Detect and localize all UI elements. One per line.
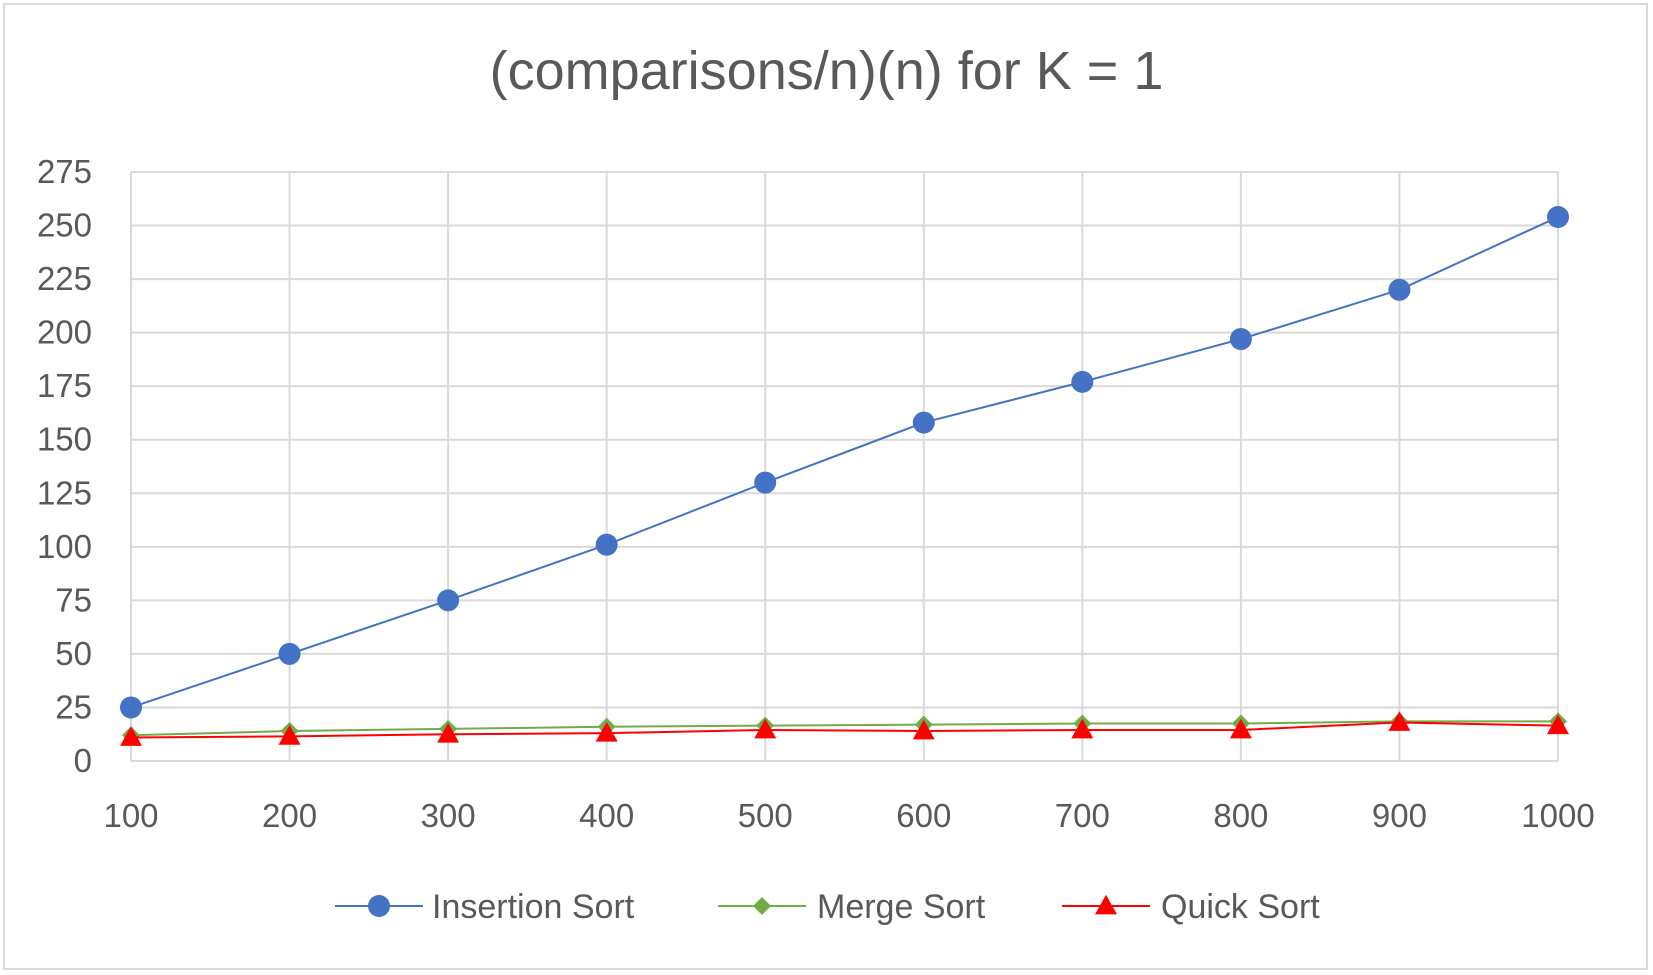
y-tick-label: 50	[55, 635, 92, 672]
data-point	[1229, 328, 1252, 351]
y-tick-label: 175	[37, 367, 92, 404]
chart-frame	[3, 3, 1648, 970]
data-point	[278, 642, 301, 665]
y-tick-label: 75	[55, 581, 92, 618]
y-tick-label: 250	[37, 207, 92, 244]
series-insertion-sort	[120, 205, 1569, 719]
legend-label: Quick Sort	[1161, 888, 1320, 926]
y-tick-label: 225	[37, 260, 92, 297]
legend-item-insertion-sort: Insertion Sort	[335, 888, 635, 926]
series-quick-sort	[120, 711, 1569, 746]
x-tick-label: 300	[421, 797, 476, 834]
data-point	[437, 723, 460, 743]
x-tick-label: 100	[103, 797, 158, 834]
data-point	[120, 696, 142, 719]
legend-item-quick-sort: Quick Sort	[1062, 888, 1320, 926]
data-point	[912, 719, 935, 740]
x-tick-label: 600	[896, 797, 951, 834]
y-tick-label: 25	[55, 688, 92, 725]
data-point	[1071, 718, 1094, 739]
data-point	[1388, 278, 1411, 301]
data-point	[595, 533, 618, 556]
series-layer	[120, 205, 1569, 746]
chart-title: (comparisons/n)(n) for K = 1	[489, 41, 1164, 101]
legend: Insertion Sort Merge Sort Quick Sort	[335, 888, 1320, 926]
data-point	[1229, 718, 1252, 739]
series-merge-sort	[122, 712, 1567, 745]
data-point	[595, 721, 618, 742]
legend-item-merge-sort: Merge Sort	[718, 888, 986, 926]
legend-label: Insertion Sort	[432, 888, 635, 926]
data-point	[1547, 714, 1569, 735]
data-point	[437, 589, 460, 612]
data-point	[754, 718, 777, 739]
data-point	[754, 471, 777, 494]
x-tick-label: 400	[579, 797, 634, 834]
y-tick-label: 100	[37, 528, 92, 565]
data-point	[1388, 711, 1411, 731]
series-line	[130, 216, 1559, 709]
legend-label: Merge Sort	[817, 888, 986, 926]
x-tick-label: 500	[738, 797, 793, 834]
x-tick-label: 700	[1055, 797, 1110, 834]
data-point	[278, 725, 301, 745]
data-point	[120, 726, 142, 746]
y-tick-label: 0	[74, 742, 92, 779]
y-tick-label: 150	[37, 421, 92, 458]
data-point	[1547, 205, 1569, 228]
x-tick-label: 200	[262, 797, 317, 834]
legend-marker	[753, 897, 771, 915]
y-axis-ticks: 0 25 50 75 100 125 150 175 200 225 250 275	[37, 153, 92, 779]
y-tick-label: 125	[37, 474, 92, 511]
x-tick-label: 900	[1372, 797, 1427, 834]
gridlines	[130, 171, 1559, 762]
y-tick-label: 200	[37, 314, 92, 351]
x-tick-label: 800	[1213, 797, 1268, 834]
x-tick-label: 1000	[1521, 797, 1594, 834]
legend-marker	[1095, 894, 1117, 915]
y-tick-label: 275	[37, 153, 92, 190]
legend-marker	[368, 895, 390, 917]
series-line	[130, 721, 1559, 739]
data-point	[912, 411, 935, 434]
series-line	[130, 720, 1558, 737]
data-point	[1071, 370, 1094, 393]
x-axis-ticks: 100 200 300 400 500 600 700 800 900 1000	[103, 797, 1594, 834]
